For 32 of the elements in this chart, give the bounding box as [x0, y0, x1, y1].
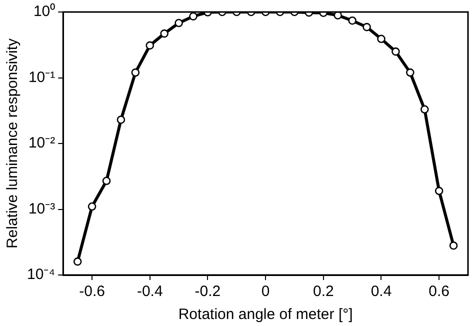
- x-axis-title: Rotation angle of meter [°]: [178, 306, 353, 324]
- x-tick-label: 0.2: [312, 283, 334, 300]
- y-axis-title: Relative luminance responsivity: [4, 38, 22, 249]
- point: [189, 12, 198, 20]
- y-tick-label: 10⁻³: [28, 200, 56, 218]
- point: [406, 68, 414, 77]
- y-tick-label: 10⁻¹: [28, 68, 56, 86]
- point: [334, 12, 342, 20]
- point: [102, 176, 111, 186]
- point: [392, 47, 400, 56]
- x-tick-label: -0.4: [136, 283, 163, 300]
- point: [174, 18, 183, 28]
- point: [449, 241, 458, 250]
- y-tick-label: 10⁻⁴: [26, 266, 56, 284]
- x-tick-label: 0: [261, 283, 270, 300]
- point: [88, 202, 96, 211]
- point: [73, 257, 82, 266]
- point: [434, 186, 444, 196]
- y-tick-label: 10⁰: [33, 3, 56, 20]
- x-tick-label: -0.6: [79, 283, 105, 300]
- point: [377, 34, 386, 44]
- x-tick-label: -0.2: [194, 283, 221, 300]
- y-tick-label: 10⁻²: [28, 134, 56, 152]
- point: [131, 68, 140, 77]
- point: [146, 41, 154, 50]
- x-tick-label: 0.6: [428, 283, 450, 300]
- point: [116, 116, 126, 124]
- point: [160, 29, 168, 38]
- x-tick-label: 0.4: [370, 283, 392, 300]
- point: [420, 105, 429, 114]
- point: [348, 16, 356, 25]
- point: [362, 22, 371, 32]
